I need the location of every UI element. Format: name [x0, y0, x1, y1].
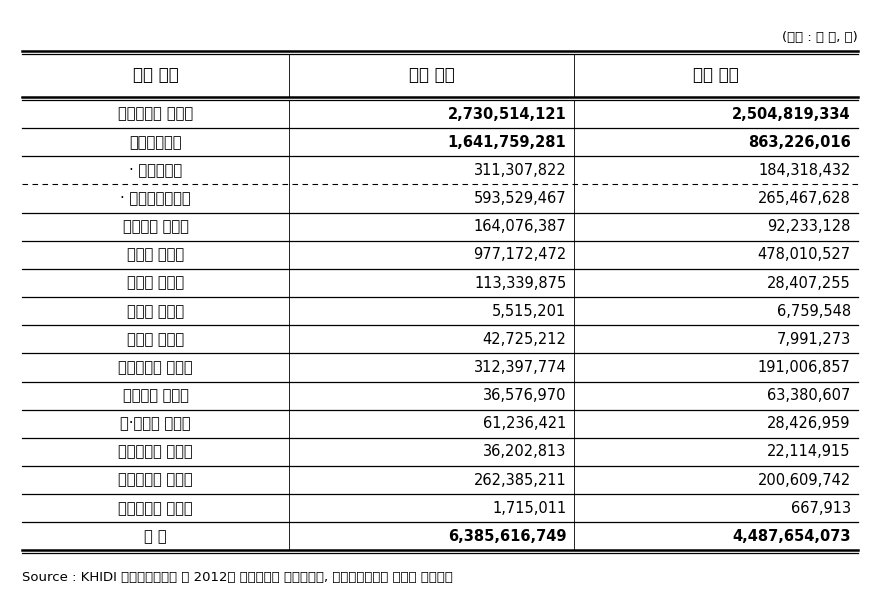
Text: 기초화장용 제품류: 기초화장용 제품류: [118, 107, 193, 122]
Text: 63,380,607: 63,380,607: [767, 388, 851, 403]
Text: 7,991,273: 7,991,273: [776, 332, 851, 347]
Text: 478,010,527: 478,010,527: [758, 247, 851, 262]
Text: 5,515,201: 5,515,201: [492, 304, 567, 319]
Text: 36,202,813: 36,202,813: [483, 444, 567, 459]
Text: 두발염색용 제품류: 두발염색용 제품류: [118, 444, 193, 459]
Text: 28,407,255: 28,407,255: [767, 276, 851, 291]
Text: 1,715,011: 1,715,011: [492, 501, 567, 516]
Text: 200,609,742: 200,609,742: [758, 473, 851, 488]
Text: 기능성화장품: 기능성화장품: [130, 135, 182, 150]
Text: 인체세정용 제품류: 인체세정용 제품류: [118, 473, 193, 488]
Text: 색조화장용 제품류: 색조화장용 제품류: [118, 360, 193, 375]
Text: · 미백기능성: · 미백기능성: [129, 163, 182, 178]
Text: 311,307,822: 311,307,822: [474, 163, 567, 178]
Text: 합 계: 합 계: [145, 529, 167, 544]
Text: 36,576,970: 36,576,970: [483, 388, 567, 403]
Text: 863,226,016: 863,226,016: [748, 135, 851, 150]
Text: 164,076,387: 164,076,387: [474, 219, 567, 234]
Text: 눈화장용 제품류: 눈화장용 제품류: [123, 219, 189, 234]
Text: 6,759,548: 6,759,548: [776, 304, 851, 319]
Text: 영·유아용 제품류: 영·유아용 제품류: [120, 416, 191, 431]
Text: 목욕용 제품류: 목욕용 제품류: [127, 304, 184, 319]
Text: 61,236,421: 61,236,421: [483, 416, 567, 431]
Text: 977,172,472: 977,172,472: [474, 247, 567, 262]
Text: 면도용 제품류: 면도용 제품류: [127, 276, 184, 291]
Text: 42,725,212: 42,725,212: [482, 332, 567, 347]
Text: 2,730,514,121: 2,730,514,121: [448, 107, 567, 122]
Text: 제품 유형: 제품 유형: [132, 66, 179, 84]
Text: (단위 : 천 원, 개): (단위 : 천 원, 개): [782, 31, 858, 44]
Text: 손발톱용 제품류: 손발톱용 제품류: [123, 388, 189, 403]
Text: 4,487,654,073: 4,487,654,073: [732, 529, 851, 544]
Text: 방향용 제품류: 방향용 제품류: [127, 332, 184, 347]
Text: 생산 수량: 생산 수량: [693, 66, 738, 84]
Text: 265,467,628: 265,467,628: [758, 191, 851, 206]
Text: 593,529,467: 593,529,467: [474, 191, 567, 206]
Text: 두발용 제품류: 두발용 제품류: [127, 247, 184, 262]
Text: 312,397,774: 312,397,774: [474, 360, 567, 375]
Text: 6,385,616,749: 6,385,616,749: [448, 529, 567, 544]
Text: 28,426,959: 28,426,959: [767, 416, 851, 431]
Text: 92,233,128: 92,233,128: [767, 219, 851, 234]
Text: Source : KHIDI 보건산업통계집 및 2012년 화장품산업 분석보고서, 대한화장품협회 화장품 생산실적: Source : KHIDI 보건산업통계집 및 2012년 화장품산업 분석보…: [22, 571, 453, 584]
Text: 184,318,432: 184,318,432: [759, 163, 851, 178]
Text: 생산 금액: 생산 금액: [409, 66, 454, 84]
Text: 체취방지용 제품류: 체취방지용 제품류: [118, 501, 193, 516]
Text: 667,913: 667,913: [790, 501, 851, 516]
Text: 262,385,211: 262,385,211: [474, 473, 567, 488]
Text: 1,641,759,281: 1,641,759,281: [448, 135, 567, 150]
Text: 191,006,857: 191,006,857: [758, 360, 851, 375]
Text: · 복합유형기능성: · 복합유형기능성: [120, 191, 191, 206]
Text: 22,114,915: 22,114,915: [767, 444, 851, 459]
Text: 113,339,875: 113,339,875: [474, 276, 567, 291]
Text: 2,504,819,334: 2,504,819,334: [732, 107, 851, 122]
